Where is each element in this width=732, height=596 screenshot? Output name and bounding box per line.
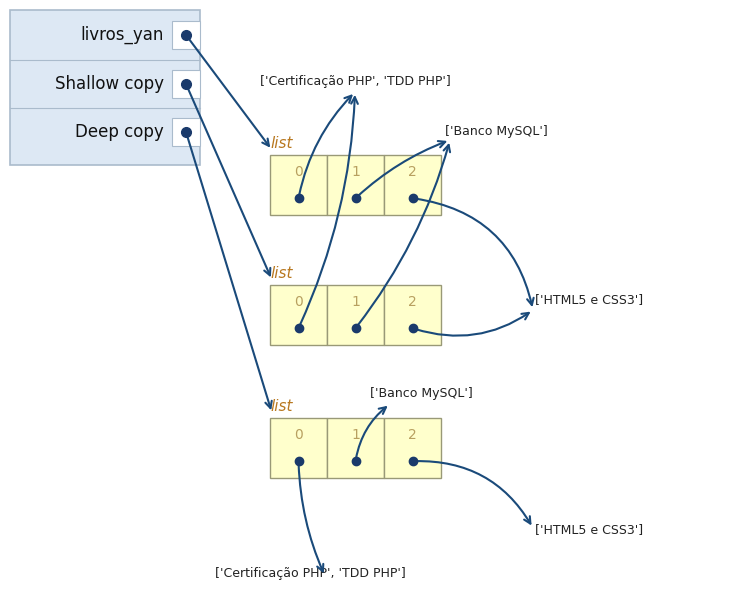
Text: list: list [270, 136, 293, 151]
Text: 1: 1 [351, 295, 360, 309]
Text: ['HTML5 e CSS3']: ['HTML5 e CSS3'] [535, 293, 643, 306]
Text: 1: 1 [351, 165, 360, 179]
Text: 2: 2 [408, 295, 417, 309]
Bar [270, 155, 327, 215]
Bar [10, 10, 200, 165]
Bar [270, 418, 327, 478]
Bar [327, 418, 384, 478]
Text: 2: 2 [408, 428, 417, 442]
Text: Deep copy: Deep copy [75, 123, 164, 141]
Text: ['Certificação PHP', 'TDD PHP']: ['Certificação PHP', 'TDD PHP'] [260, 75, 450, 88]
Text: 2: 2 [408, 165, 417, 179]
Text: ['Certificação PHP', 'TDD PHP']: ['Certificação PHP', 'TDD PHP'] [214, 567, 406, 580]
Text: 1: 1 [351, 428, 360, 442]
Text: ['Banco MySQL']: ['Banco MySQL'] [370, 387, 473, 400]
Text: ['HTML5 e CSS3']: ['HTML5 e CSS3'] [535, 523, 643, 536]
Bar [172, 21, 200, 49]
Text: 0: 0 [294, 295, 303, 309]
Text: livros_yan: livros_yan [81, 26, 164, 44]
Text: Shallow copy: Shallow copy [55, 75, 164, 93]
Text: ['Banco MySQL']: ['Banco MySQL'] [445, 125, 548, 138]
Bar [384, 418, 441, 478]
Bar [172, 70, 200, 98]
Bar [384, 155, 441, 215]
Bar [270, 285, 327, 345]
Text: list: list [270, 399, 293, 414]
Text: list: list [270, 266, 293, 281]
Text: 0: 0 [294, 165, 303, 179]
Bar [172, 118, 200, 146]
Bar [384, 285, 441, 345]
Text: 0: 0 [294, 428, 303, 442]
Bar [327, 155, 384, 215]
Bar [327, 285, 384, 345]
